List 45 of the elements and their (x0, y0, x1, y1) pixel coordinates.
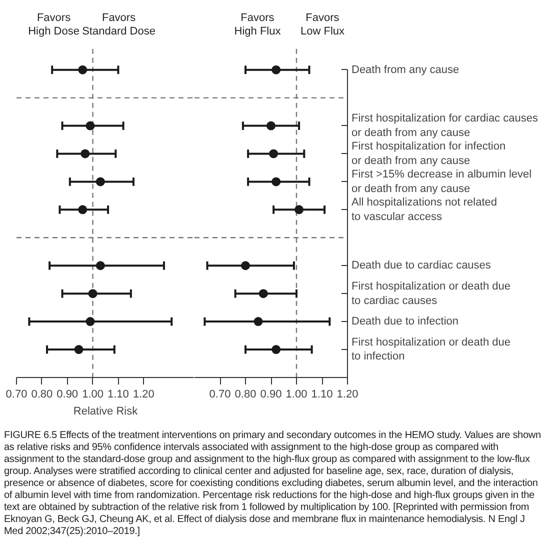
x-tick-label: 0.70 (6, 388, 28, 400)
x-tick-label: 0.90 (56, 388, 78, 400)
text: Favors High Flux (234, 12, 282, 38)
point (74, 345, 84, 354)
point (78, 65, 88, 74)
text: Favors Low Flux (300, 12, 346, 38)
point (86, 121, 95, 130)
point (294, 205, 304, 214)
y-tick-label: Death due to infection (352, 316, 459, 328)
x-tick-label: 0.80 (31, 388, 53, 400)
x-tick-label: 0.90 (260, 388, 282, 400)
x-tick-label: 1.00 (82, 388, 104, 400)
point (86, 317, 95, 326)
point (258, 289, 268, 298)
y-tick-label: First >15% decrease in albumin level or death from any cause (352, 168, 532, 195)
point (241, 261, 250, 270)
point (272, 177, 281, 186)
y-tick-label: First hospitalization or death due to infection (352, 336, 510, 363)
text: Favors High Dose (28, 12, 80, 38)
x-tick-label: 0.80 (234, 388, 256, 400)
point (96, 261, 105, 270)
point (272, 65, 281, 74)
y-tick-label: First hospitalization or death due to cardiac causes (352, 280, 510, 307)
x-tick-label: 1.00 (286, 388, 308, 400)
point (254, 317, 263, 326)
x-tick-label: 1.10 (311, 388, 333, 400)
point (269, 149, 278, 158)
x-axis-title: Relative Risk (73, 406, 138, 418)
y-tick-label: First hospitalization for infection or death from any cause (352, 140, 506, 167)
point (88, 289, 98, 298)
text: FIGURE 6.5 Effects of the treatment interventions on primary and secondary outcomes in the HEMO study. Values are shown as relative risks and 95% confidence intervals associated with assignment to the high-dose group as compared with assignment to the standard-dose group and assignment to the high-flux group as compared with assignment to the low-flux group. Analyses were stratified according to clinical center and adjusted for baseline age, sex, race, duration of dialysis, presence or absence of diabetes, score for coexisting conditions excluding diabetes, serum albumin level, and the interaction of albumin level with time from randomization. Percentage risk reductions for the high-dose and high-flux groups given in the text are obtained by subtraction of the relative risk from 1 followed by multiplication by 100. [Reprinted with permission from Eknoyan G, Beck GJ, Cheung AK, et al. Effect of dialysis dose and membrane flux in maintenance hemodialysis. N Engl J Med 2002;347(25):2010–2019.] (4, 430, 541, 537)
text: Favors Standard Dose (82, 12, 156, 38)
y-tick-label: Death from any cause (352, 64, 460, 76)
y-tick-label: All hospitalizations not related to vascular access (352, 196, 498, 223)
x-tick-label: 1.20 (336, 388, 358, 400)
point (272, 345, 281, 354)
point (80, 149, 90, 158)
point (78, 205, 88, 214)
y-tick-label: First hospitalization for cardiac causes or death from any cause (352, 112, 538, 139)
y-tick-label: Death due to cardiac causes (352, 260, 492, 272)
x-tick-label: 1.10 (108, 388, 129, 400)
point (266, 121, 276, 130)
x-tick-label: 0.70 (209, 388, 231, 400)
x-tick-label: 1.20 (132, 388, 154, 400)
point (96, 177, 105, 186)
